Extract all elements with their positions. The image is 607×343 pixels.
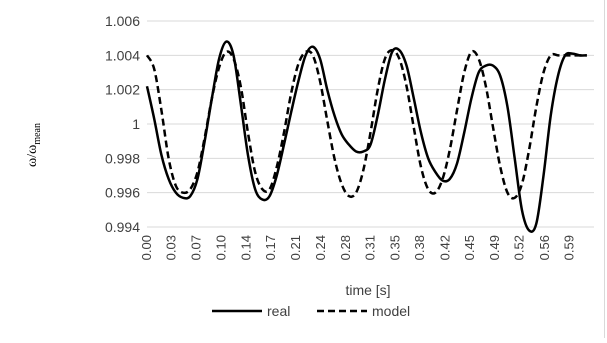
x-axis-label: time [s] bbox=[345, 282, 390, 298]
x-tick-label: 0.00 bbox=[139, 235, 154, 260]
legend-label-model: model bbox=[372, 303, 410, 319]
x-tick-label: 0.42 bbox=[437, 235, 452, 260]
y-tick-label: 0.998 bbox=[105, 150, 140, 166]
y-axis-label-main: ω/ω bbox=[25, 145, 40, 167]
x-tick-label: 0.10 bbox=[213, 235, 228, 260]
x-tick-label: 0.21 bbox=[288, 235, 303, 260]
y-tick-label: 1.002 bbox=[105, 82, 140, 98]
x-tick-label: 0.17 bbox=[263, 235, 278, 260]
x-tick-label: 0.28 bbox=[338, 235, 353, 260]
x-tick-label: 0.59 bbox=[561, 235, 576, 260]
y-tick-label: 1 bbox=[132, 116, 140, 132]
x-tick-label: 0.03 bbox=[164, 235, 179, 260]
y-axis-label: ω/ωmean bbox=[25, 123, 43, 167]
x-tick-label: 0.45 bbox=[462, 235, 477, 260]
x-tick-label: 0.52 bbox=[512, 235, 527, 260]
y-tick-label: 1.006 bbox=[105, 13, 140, 29]
x-tick-label: 0.14 bbox=[238, 235, 253, 260]
x-tick-label: 0.31 bbox=[363, 235, 378, 260]
x-axis-ticks: 0.00 0.03 0.07 0.10 0.14 0.17 0.21 0.24 0.28 0.31… bbox=[139, 235, 576, 260]
x-tick-label: 0.24 bbox=[313, 235, 328, 260]
y-axis-label-subscript: mean bbox=[32, 123, 43, 145]
x-tick-label: 0.35 bbox=[388, 235, 403, 260]
y-tick-label: 0.994 bbox=[105, 219, 140, 235]
y-tick-label: 1.004 bbox=[105, 47, 140, 63]
series-lines bbox=[145, 40, 587, 233]
x-tick-label: 0.49 bbox=[487, 235, 502, 260]
legend-label-real: real bbox=[267, 303, 290, 319]
x-tick-label: 0.07 bbox=[189, 235, 204, 260]
legend: real model bbox=[212, 303, 410, 319]
y-axis-ticks: 0.994 0.996 0.998 1 1.002 1.004 1.006 bbox=[105, 13, 140, 235]
series-line-model bbox=[145, 48, 587, 200]
gridlines bbox=[147, 20, 594, 228]
y-tick-label: 0.996 bbox=[105, 185, 140, 201]
x-tick-label: 0.56 bbox=[537, 235, 552, 260]
x-tick-label: 0.38 bbox=[412, 235, 427, 260]
series-line-real bbox=[145, 40, 587, 233]
